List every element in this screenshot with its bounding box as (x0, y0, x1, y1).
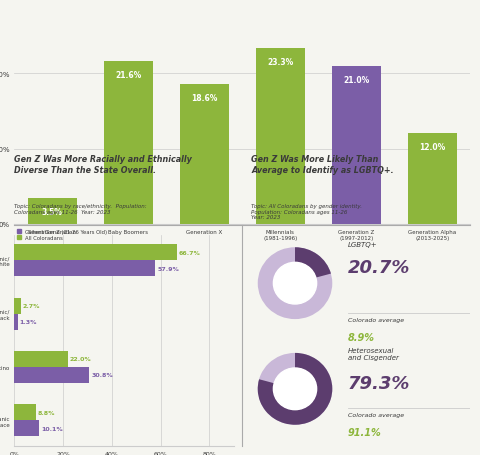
Bar (14, 351, 68, 367)
Bar (14, 261, 156, 277)
Wedge shape (258, 353, 332, 425)
Text: 57.9%: 57.9% (157, 266, 179, 271)
Circle shape (274, 368, 317, 410)
Text: 12.0%: 12.0% (419, 143, 445, 152)
Legend: Generation Z (11-26 Years Old), All Coloradans: Generation Z (11-26 Years Old), All Colo… (17, 229, 108, 240)
Text: 18.6%: 18.6% (191, 93, 217, 102)
Point (468, 310, 473, 316)
Bar (180, 85, 229, 224)
Bar (104, 62, 153, 224)
Text: Topic: All Coloradans by gender identity.
Population: Coloradans ages 11-26
Year: Topic: All Coloradans by gender identity… (251, 203, 362, 220)
Wedge shape (258, 248, 332, 319)
Text: 1.3%: 1.3% (20, 319, 37, 324)
Bar (14, 298, 21, 314)
Text: 22.0%: 22.0% (70, 357, 92, 362)
Text: 8.9%: 8.9% (348, 332, 374, 342)
Text: Gen Z Was More Likely Than
Average to Identify as LGBTQ+.: Gen Z Was More Likely Than Average to Id… (251, 155, 394, 174)
Text: 21.0%: 21.0% (343, 76, 370, 84)
Point (345, 310, 350, 316)
Text: 20.7%: 20.7% (348, 258, 410, 276)
Text: 30.8%: 30.8% (91, 373, 113, 378)
Text: 21.6%: 21.6% (115, 71, 142, 80)
Bar (28, 198, 77, 224)
Bar (332, 66, 381, 224)
Text: 66.7%: 66.7% (179, 250, 201, 255)
Text: 8.8%: 8.8% (38, 410, 55, 415)
Point (345, 405, 350, 411)
Bar (256, 49, 305, 224)
Text: LGBTQ+: LGBTQ+ (348, 241, 377, 248)
Text: 79.3%: 79.3% (348, 374, 410, 392)
Text: Topic: Coloradans by race/ethnicity.  Population:
Coloradans ages 11-26  Year: 2: Topic: Coloradans by race/ethnicity. Pop… (14, 203, 147, 214)
Bar (14, 245, 177, 261)
Bar (14, 367, 89, 383)
Bar (14, 314, 18, 330)
Bar (14, 420, 39, 436)
Wedge shape (295, 248, 331, 278)
Text: Colorado average: Colorado average (348, 317, 404, 322)
Text: 3.5%: 3.5% (42, 207, 63, 216)
Text: 23.3%: 23.3% (267, 58, 294, 67)
Circle shape (274, 263, 317, 304)
Text: 91.1%: 91.1% (348, 427, 382, 437)
Text: Heterosexual
and Cisgender: Heterosexual and Cisgender (348, 347, 398, 360)
Text: Colorado average: Colorado average (348, 412, 404, 417)
Bar (14, 404, 36, 420)
Text: Gen Z Was More Racially and Ethnically
Diverse Than the State Overall.: Gen Z Was More Racially and Ethnically D… (14, 155, 192, 174)
Wedge shape (258, 353, 332, 425)
Text: 2.7%: 2.7% (23, 303, 40, 308)
Text: 10.1%: 10.1% (41, 426, 63, 431)
Bar (408, 134, 457, 224)
Point (468, 405, 473, 411)
